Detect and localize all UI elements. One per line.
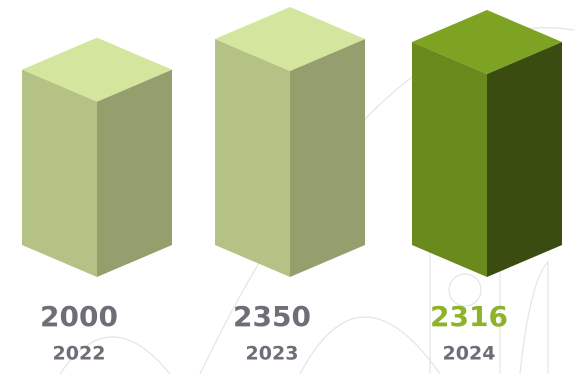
- bar-front: [412, 41, 487, 278]
- bar-front: [22, 69, 97, 278]
- bar: [22, 37, 172, 278]
- bar-top: [22, 37, 172, 102]
- category-label: 2022: [53, 343, 106, 365]
- value-label: 2000: [40, 300, 118, 333]
- value-label: 2316: [430, 300, 508, 333]
- bar: [215, 7, 365, 277]
- category-label: 2024: [443, 343, 496, 365]
- bar-side: [290, 39, 365, 277]
- bar-front: [215, 39, 290, 277]
- bar-top: [215, 7, 365, 71]
- bar: [412, 9, 562, 278]
- bar-top: [412, 9, 562, 74]
- bar-side: [487, 41, 562, 278]
- value-label: 2350: [233, 300, 311, 333]
- category-label: 2023: [246, 343, 299, 365]
- bar-side: [97, 69, 172, 278]
